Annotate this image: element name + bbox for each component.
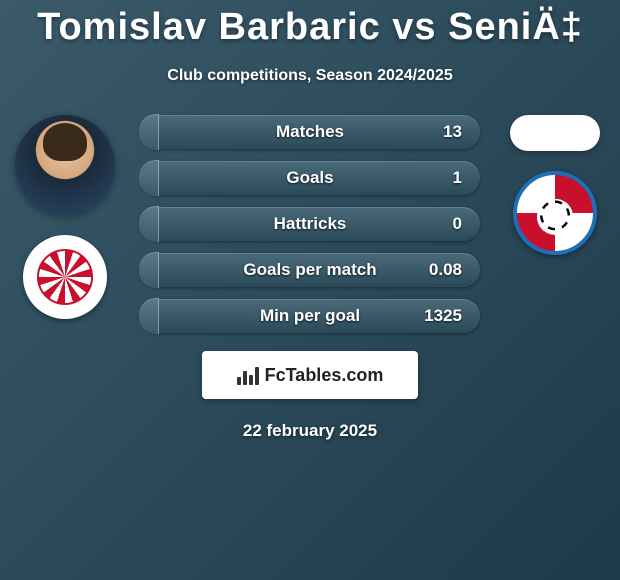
metric-row: Goals 1 (140, 161, 480, 195)
metrics-list: Matches 13 Goals 1 Hattricks 0 Goals per… (120, 115, 500, 333)
metric-value-right: 13 (443, 122, 462, 142)
metric-value-right: 0.08 (429, 260, 462, 280)
pill-left-cap (139, 298, 159, 334)
brand-chart-icon (237, 365, 259, 385)
metric-value-right: 0 (453, 214, 462, 234)
subtitle: Club competitions, Season 2024/2025 (0, 67, 620, 85)
pill-left-cap (139, 114, 159, 150)
pill-left-cap (139, 160, 159, 196)
metric-label: Hattricks (274, 214, 347, 234)
metric-label: Min per goal (260, 306, 360, 326)
pill-left-cap (139, 206, 159, 242)
player-avatar-right (510, 115, 600, 151)
right-side-column (500, 115, 610, 255)
metric-row: Hattricks 0 (140, 207, 480, 241)
metric-value-right: 1 (453, 168, 462, 188)
metric-label: Goals (286, 168, 333, 188)
metric-row: Goals per match 0.08 (140, 253, 480, 287)
content-area: Matches 13 Goals 1 Hattricks 0 Goals per… (0, 85, 620, 333)
brand-text: FcTables.com (265, 365, 384, 386)
metric-label: Matches (276, 122, 344, 142)
pill-left-cap (139, 252, 159, 288)
metric-row: Min per goal 1325 (140, 299, 480, 333)
club-badge-left (23, 235, 107, 319)
left-side-column (10, 115, 120, 319)
club-badge-right (513, 171, 597, 255)
metric-label: Goals per match (243, 260, 376, 280)
brand-box: FcTables.com (202, 351, 418, 399)
page-title: Tomislav Barbaric vs SeniÄ‡ (0, 0, 620, 49)
metric-row: Matches 13 (140, 115, 480, 149)
date-label: 22 february 2025 (0, 421, 620, 441)
metric-value-right: 1325 (424, 306, 462, 326)
player-avatar-left (15, 115, 115, 215)
